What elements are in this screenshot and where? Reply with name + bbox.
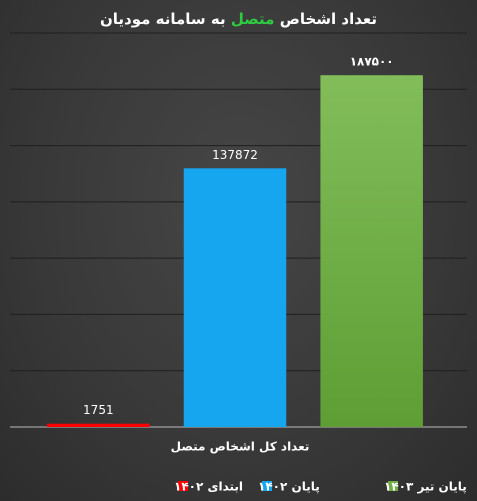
legend-swatch	[178, 481, 188, 491]
title-part: به سامانه مودیان	[99, 10, 226, 28]
legend-swatch	[262, 481, 272, 491]
legend-label: پایان ۱۴۰۲	[258, 480, 320, 494]
x-axis-label: تعداد کل اشخاص متصل	[171, 440, 310, 454]
bar	[183, 168, 287, 427]
bar	[320, 75, 423, 427]
title-part: تعداد اشخاص	[279, 10, 378, 28]
value-label: ۱۸۷۵۰۰	[350, 55, 394, 69]
title-highlight: متصل	[230, 10, 275, 28]
bar	[47, 423, 150, 427]
legend-swatch	[388, 481, 398, 491]
value-label: 1751	[83, 403, 114, 417]
legend-label: ابتدای ۱۴۰۲	[174, 480, 243, 494]
value-label: 137872	[212, 148, 258, 162]
chart-title: تعداد اشخاص متصل به سامانه مودیان	[0, 10, 477, 28]
legend-label: پایان تیر ۱۴۰۳	[384, 480, 467, 494]
